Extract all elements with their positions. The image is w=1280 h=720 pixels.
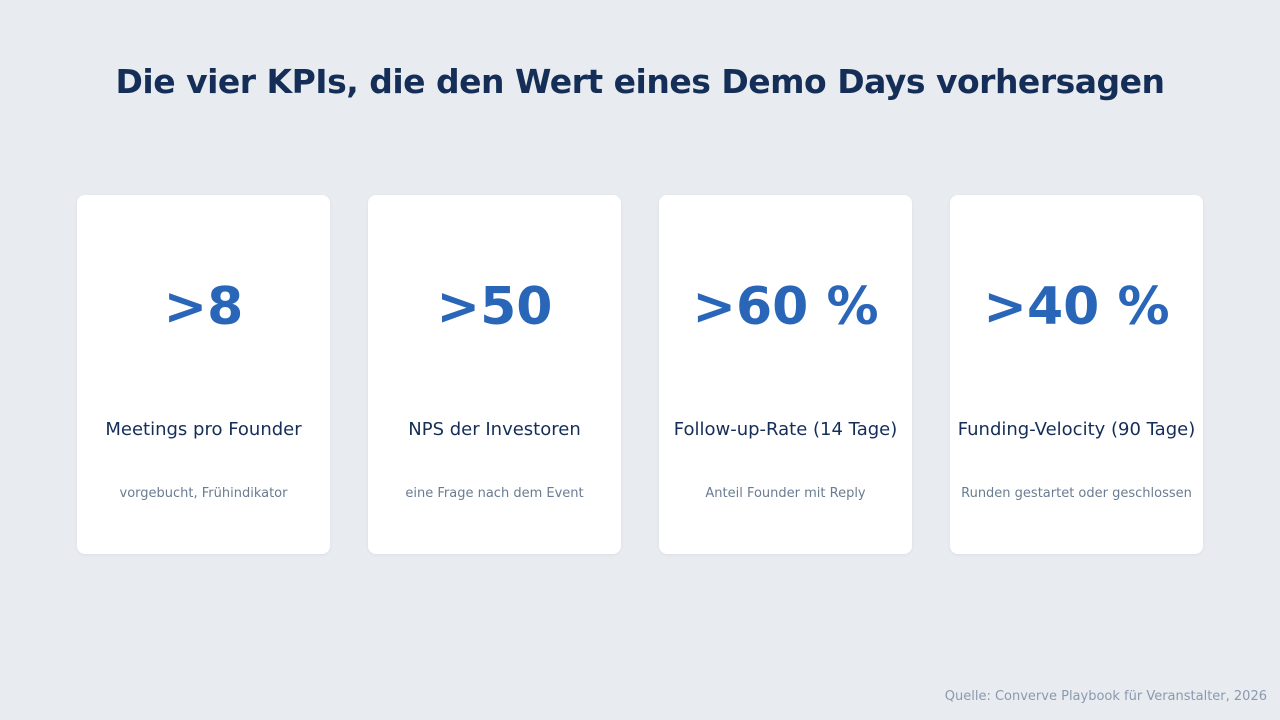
kpi-label: Funding-Velocity (90 Tage): [957, 419, 1196, 440]
kpi-card-follow-up: >60 % Follow-up-Rate (14 Tage) Anteil Fo…: [659, 195, 912, 554]
kpi-label: Meetings pro Founder: [105, 419, 302, 440]
kpi-value: >8: [163, 277, 244, 337]
kpi-description: vorgebucht, Frühindikator: [119, 486, 288, 501]
page-title: Die vier KPIs, die den Wert eines Demo D…: [115, 62, 1166, 101]
kpi-card-meetings: >8 Meetings pro Founder vorgebucht, Früh…: [77, 195, 330, 554]
kpi-card-funding-velocity: >40 % Funding-Velocity (90 Tage) Runden …: [950, 195, 1203, 554]
kpi-value: >60 %: [692, 277, 879, 337]
kpi-value: >40 %: [983, 277, 1170, 337]
source-note: Quelle: Converve Playbook für Veranstalt…: [944, 689, 1267, 704]
kpi-label: NPS der Investoren: [408, 419, 581, 440]
kpi-card-nps: >50 NPS der Investoren eine Frage nach d…: [368, 195, 621, 554]
kpi-description: Runden gestartet oder geschlossen: [961, 486, 1192, 501]
kpi-label: Follow-up-Rate (14 Tage): [673, 419, 898, 440]
kpi-description: eine Frage nach dem Event: [405, 486, 584, 501]
kpi-value: >50: [436, 277, 553, 337]
kpi-cards: >8 Meetings pro Founder vorgebucht, Früh…: [77, 195, 1203, 554]
kpi-description: Anteil Founder mit Reply: [705, 486, 866, 501]
